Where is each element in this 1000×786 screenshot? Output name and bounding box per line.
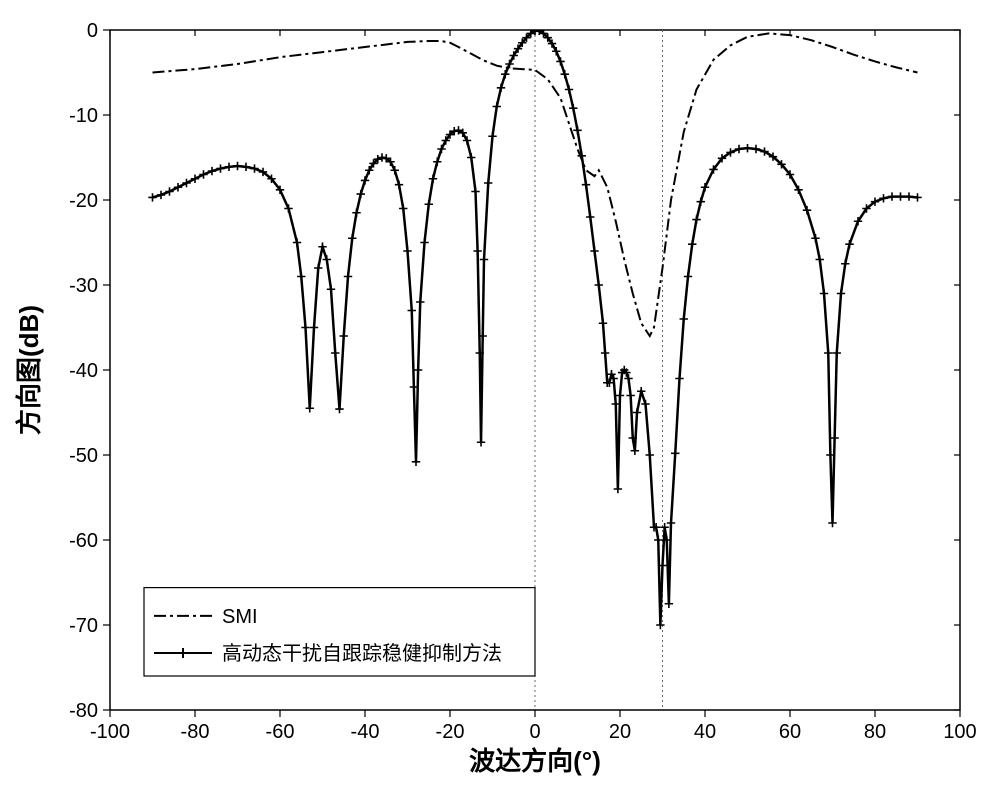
legend-label: 高动态干扰自跟踪稳健抑制方法	[222, 642, 502, 665]
x-tick-label: -20	[436, 721, 465, 743]
y-tick-label: -60	[69, 530, 98, 552]
chart-container: -100-80-60-40-20020406080100-80-70-60-50…	[0, 0, 1000, 786]
x-tick-label: 100	[943, 721, 976, 743]
y-tick-label: -30	[69, 275, 98, 297]
x-tick-label: 80	[864, 721, 886, 743]
y-axis-label: 方向图(dB)	[14, 305, 44, 435]
y-tick-label: 0	[87, 20, 98, 42]
y-tick-label: -50	[69, 445, 98, 467]
x-tick-label: -80	[181, 721, 210, 743]
x-tick-label: 20	[609, 721, 631, 743]
beampattern-chart: -100-80-60-40-20020406080100-80-70-60-50…	[0, 0, 1000, 786]
y-tick-label: -80	[69, 700, 98, 722]
legend-label: SMI	[222, 606, 258, 628]
x-axis-label: 波达方向(°)	[469, 746, 601, 776]
y-tick-label: -40	[69, 360, 98, 382]
x-tick-label: 40	[694, 721, 716, 743]
y-tick-label: -10	[69, 105, 98, 127]
y-tick-label: -20	[69, 190, 98, 212]
x-tick-label: -100	[90, 721, 130, 743]
x-tick-label: 0	[529, 721, 540, 743]
x-tick-label: 60	[779, 721, 801, 743]
x-tick-label: -60	[266, 721, 295, 743]
x-tick-label: -40	[351, 721, 380, 743]
y-tick-label: -70	[69, 615, 98, 637]
